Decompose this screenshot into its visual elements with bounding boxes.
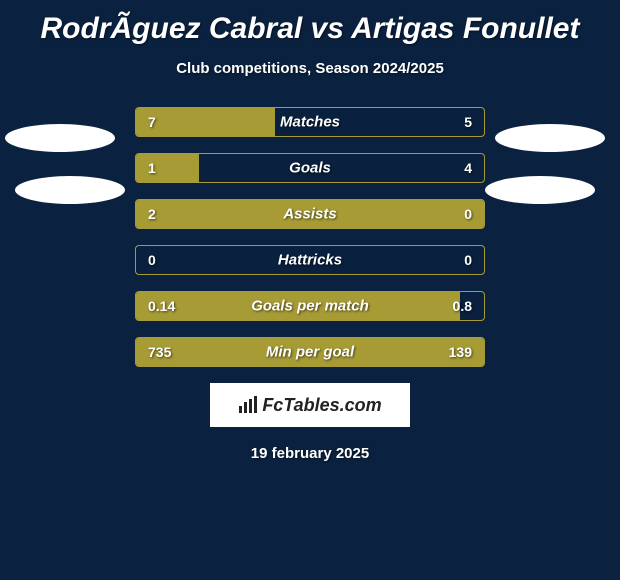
stat-value-right: 139 bbox=[449, 344, 472, 360]
stat-row: 735 Min per goal 139 bbox=[135, 337, 485, 367]
stat-value-left: 0 bbox=[148, 252, 156, 268]
stat-row: 7 Matches 5 bbox=[135, 107, 485, 137]
logo-text: FcTables.com bbox=[262, 395, 381, 416]
stat-value-right: 0.8 bbox=[453, 298, 472, 314]
stat-label: Hattricks bbox=[278, 252, 342, 269]
stat-row: 1 Goals 4 bbox=[135, 153, 485, 183]
stat-value-left: 2 bbox=[148, 206, 156, 222]
chart-icon bbox=[238, 396, 258, 414]
stat-row: 2 Assists 0 bbox=[135, 199, 485, 229]
stat-row: 0.14 Goals per match 0.8 bbox=[135, 291, 485, 321]
stat-fill-left bbox=[136, 108, 275, 136]
logo-box: FcTables.com bbox=[210, 383, 410, 427]
stat-label: Goals per match bbox=[251, 298, 369, 315]
stats-container: 7 Matches 5 1 Goals 4 2 Assists 0 0 Hattricks 0 0.14… bbox=[135, 107, 485, 367]
stat-value-left: 1 bbox=[148, 160, 156, 176]
stat-value-right: 0 bbox=[464, 252, 472, 268]
player-photo-right-bottom bbox=[485, 176, 595, 204]
player-photo-right-top bbox=[495, 124, 605, 152]
stat-fill-left bbox=[136, 154, 199, 182]
player-photo-left-top bbox=[5, 124, 115, 152]
stat-value-left: 735 bbox=[148, 344, 171, 360]
stat-value-right: 0 bbox=[464, 206, 472, 222]
stat-fill-right bbox=[407, 338, 484, 366]
stat-label: Assists bbox=[283, 206, 336, 223]
date-text: 19 february 2025 bbox=[0, 445, 620, 462]
stat-value-right: 5 bbox=[464, 114, 472, 130]
stat-value-left: 7 bbox=[148, 114, 156, 130]
page-title: RodrÃ­guez Cabral vs Artigas Fonullet bbox=[0, 0, 620, 46]
player-photo-left-bottom bbox=[15, 176, 125, 204]
stat-label: Matches bbox=[280, 114, 340, 131]
stat-value-right: 4 bbox=[464, 160, 472, 176]
stat-row: 0 Hattricks 0 bbox=[135, 245, 485, 275]
subtitle: Club competitions, Season 2024/2025 bbox=[0, 60, 620, 77]
stat-label: Goals bbox=[289, 160, 331, 177]
stat-label: Min per goal bbox=[266, 344, 354, 361]
stat-value-left: 0.14 bbox=[148, 298, 175, 314]
